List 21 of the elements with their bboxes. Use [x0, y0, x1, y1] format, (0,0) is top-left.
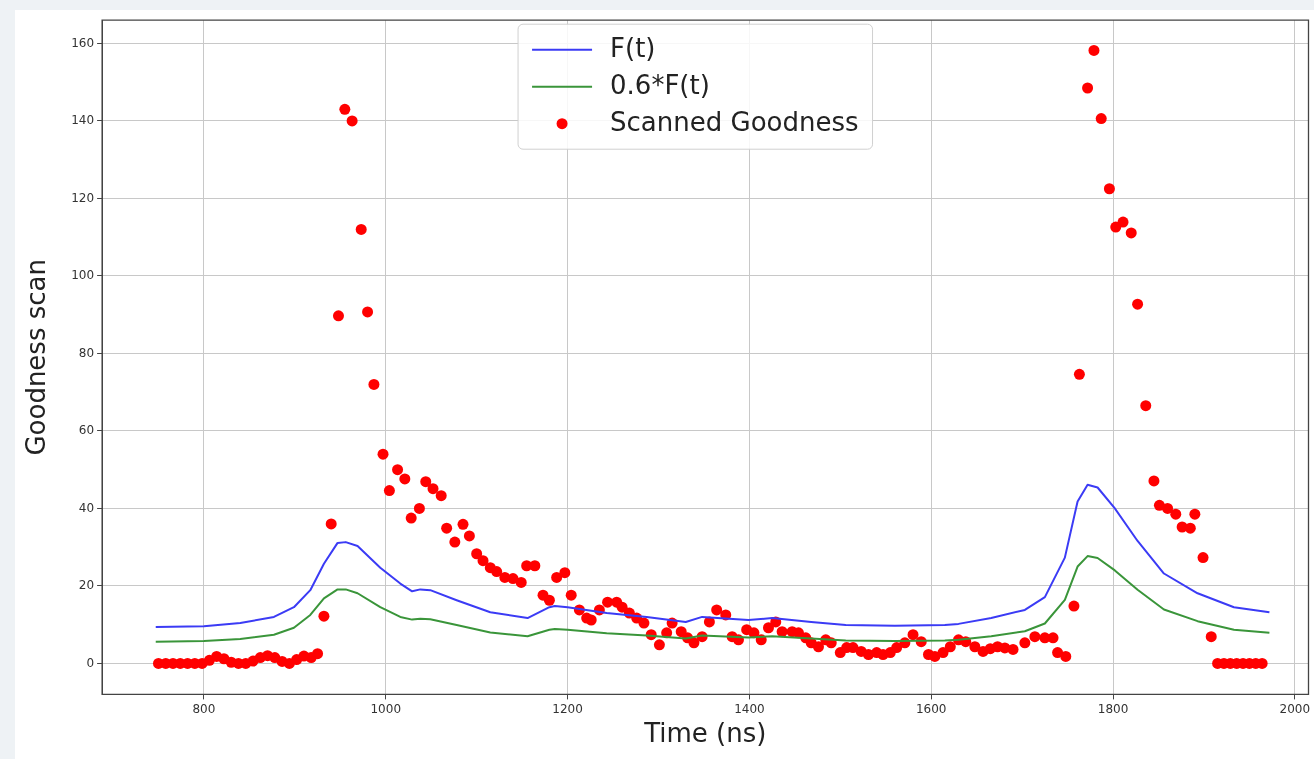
y-tick-label: 160 — [71, 35, 95, 50]
y-tick-label: 80 — [78, 345, 95, 360]
legend-label: F(t) — [610, 33, 656, 64]
x-tick-label: 1600 — [915, 701, 947, 716]
y-tick-label: 40 — [78, 500, 95, 515]
x-tick-label: 1000 — [370, 701, 402, 716]
x-tick-label: 800 — [192, 701, 216, 716]
y-tick-label: 0 — [86, 655, 95, 670]
legend-label: 0.6*F(t) — [610, 70, 710, 101]
x-tick-label: 1400 — [734, 701, 765, 716]
legend-label: Scanned Goodness — [610, 107, 859, 138]
y-axis-title: Goodness scan — [21, 259, 52, 456]
y-tick-label: 100 — [71, 268, 95, 283]
x-tick-label: 2000 — [1279, 701, 1311, 716]
x-tick-label: 1200 — [552, 701, 583, 716]
x-tick-label: 1800 — [1097, 701, 1129, 716]
y-tick-label: 20 — [78, 578, 95, 593]
x-axis-title: Time (ns) — [643, 718, 767, 749]
y-tick-label: 140 — [71, 113, 95, 128]
y-tick-label: 60 — [78, 423, 95, 438]
y-tick-label: 120 — [71, 190, 95, 205]
